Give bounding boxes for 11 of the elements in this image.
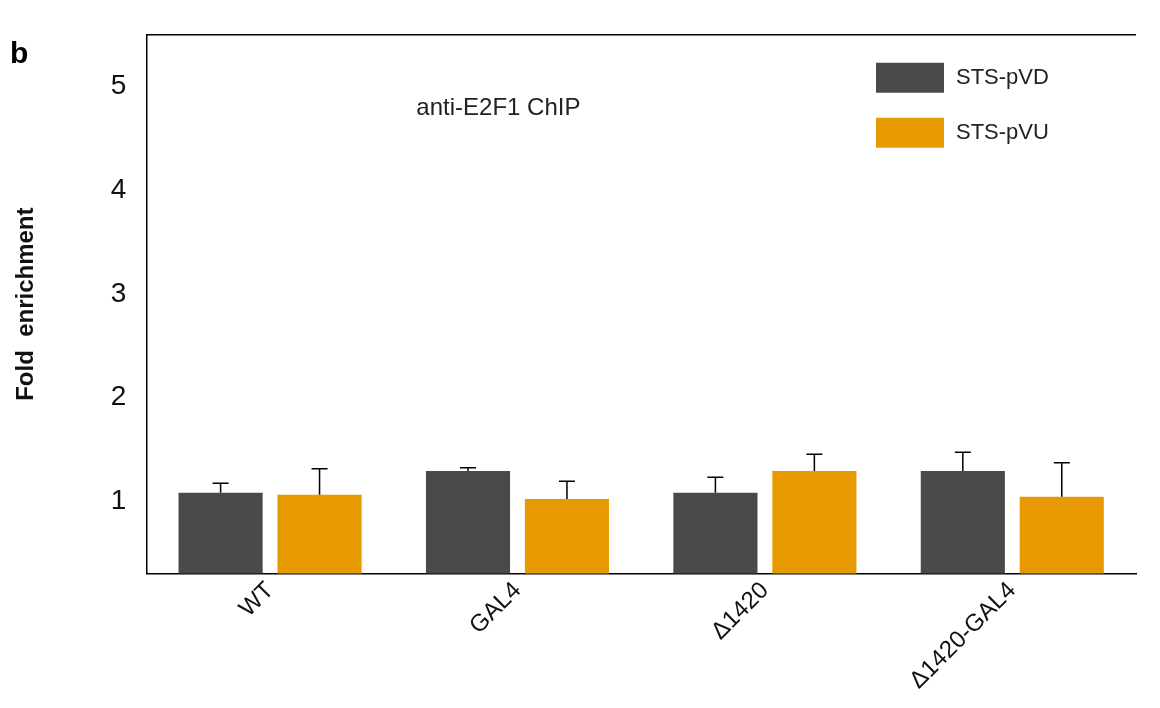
y-tick-label: 1 [110, 483, 127, 515]
y-tick-label: 2 [110, 380, 127, 412]
y-axis-title: Fold enrichment [11, 207, 39, 401]
x-tick-label: WT [232, 575, 279, 622]
legend-label: STS-pVD [956, 63, 1049, 89]
y-tick-label: 4 [110, 172, 127, 204]
y-tick-label: 3 [110, 276, 127, 308]
y-tick-label: 5 [110, 69, 127, 101]
text: b [10, 36, 29, 69]
annotation: anti-E2F1 ChIP [416, 92, 581, 120]
legend-label: STS-pVU [956, 118, 1049, 144]
